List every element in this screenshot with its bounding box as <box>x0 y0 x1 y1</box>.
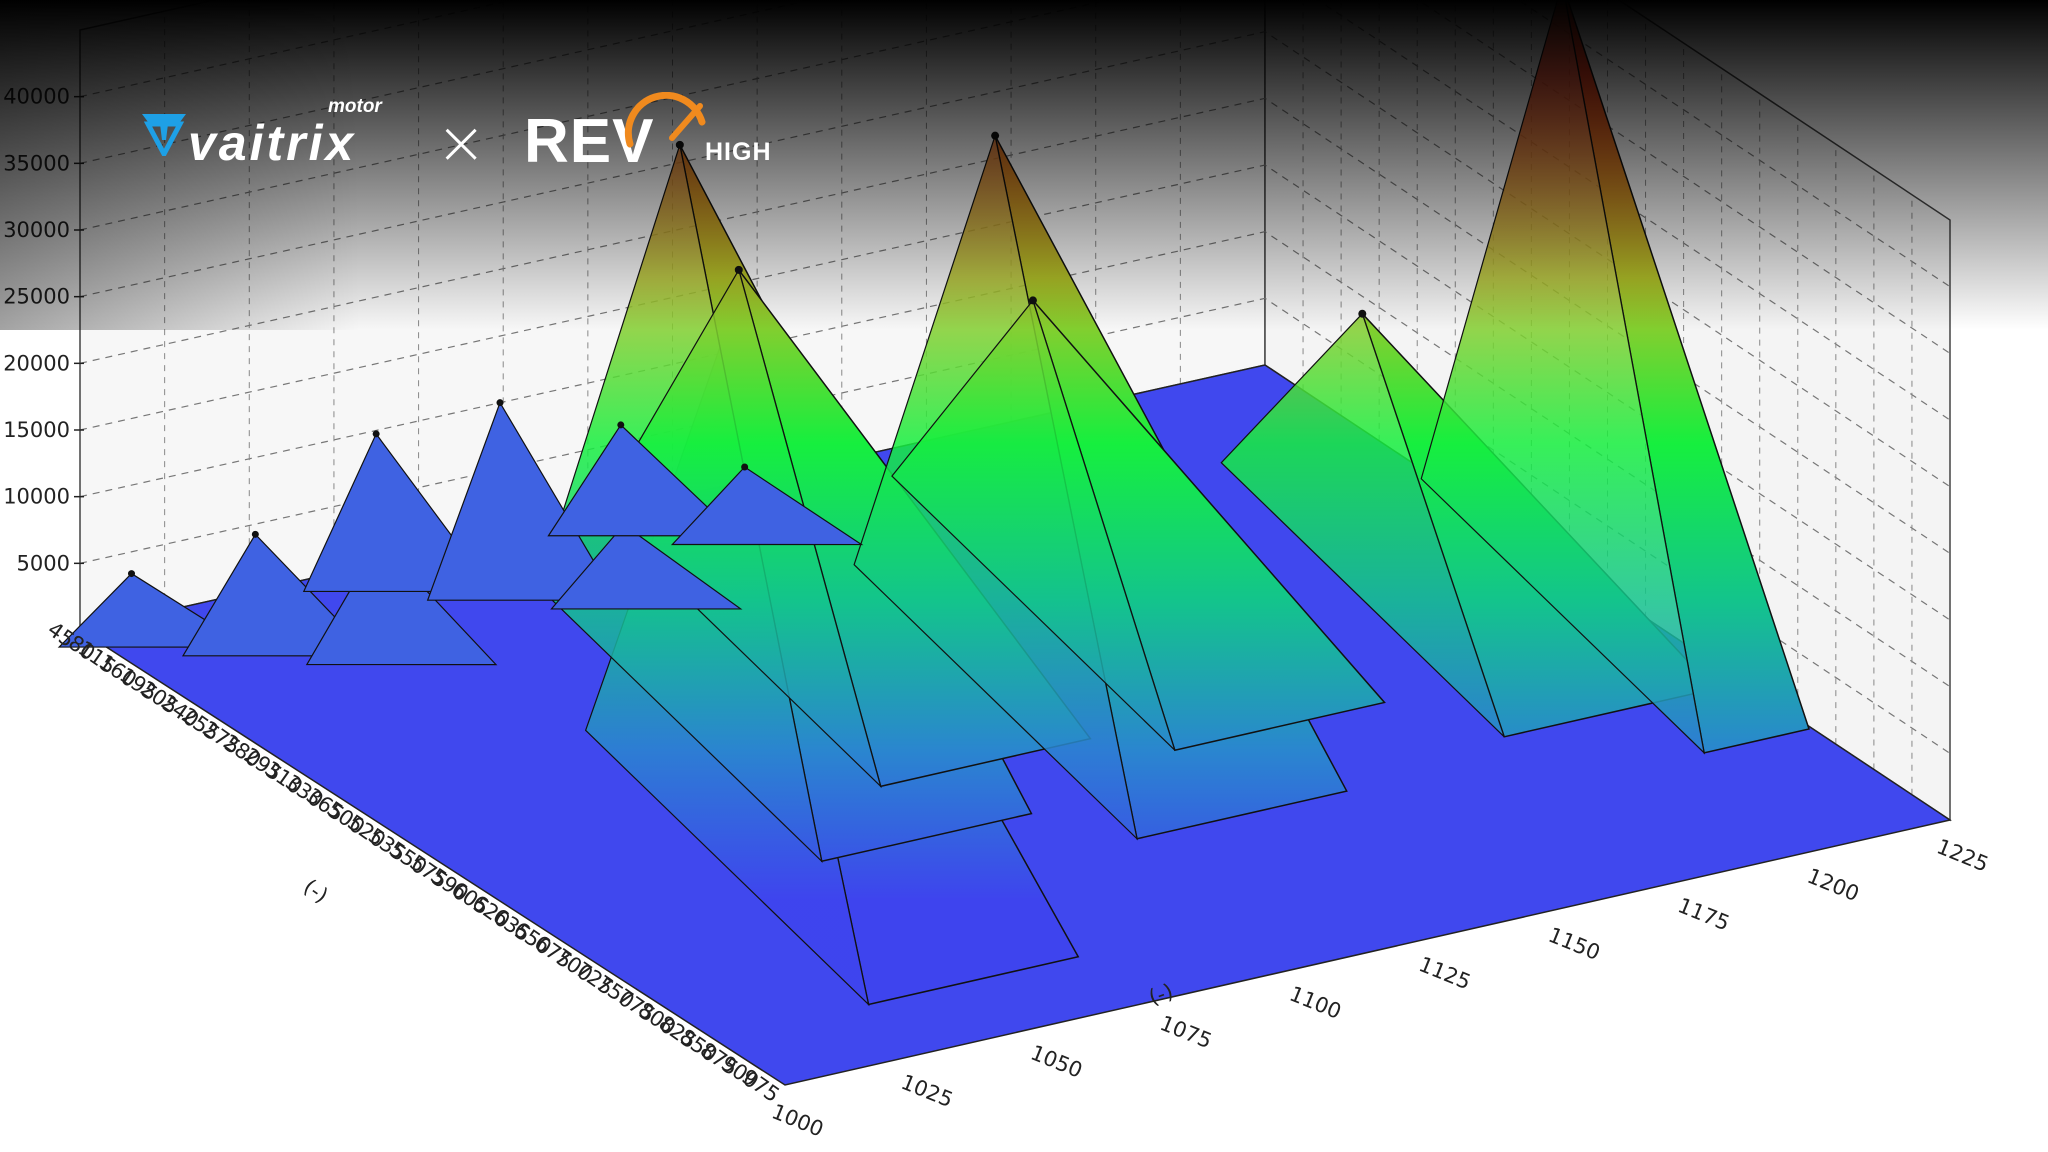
x-tick-label: 1175 <box>1674 893 1733 935</box>
x-tick-label: 1025 <box>898 1070 957 1112</box>
z-tick-label: 20000 <box>3 351 70 375</box>
x-tick-label: 1125 <box>1416 952 1475 994</box>
surface-peak-side <box>891 299 1176 751</box>
surface-vertex <box>372 430 380 438</box>
surface-vertex <box>496 399 504 407</box>
rev-gauge-icon <box>624 92 706 148</box>
x-tick-label: 1000 <box>768 1099 827 1141</box>
surface-ridge <box>426 401 618 601</box>
surface-peak-side <box>1220 312 1505 738</box>
x-tick-label: 1200 <box>1804 864 1863 906</box>
high-logo-text: HIGH <box>705 138 772 166</box>
x-tick-label: 1150 <box>1545 923 1604 965</box>
z-tick-label: 5000 <box>17 551 70 575</box>
vaitrix-v-logo-icon <box>142 114 186 156</box>
collab-separator: × <box>436 108 487 178</box>
surface-vertex <box>251 530 259 538</box>
z-tick-label: 10000 <box>3 485 70 509</box>
surface-ridge <box>550 523 743 610</box>
z-tick-label: 15000 <box>3 418 70 442</box>
surface-vertex <box>128 570 135 578</box>
x-tick-label: 1075 <box>1157 1011 1216 1053</box>
surface-ridge <box>670 466 864 546</box>
surface-vertex <box>617 421 625 429</box>
brand-logos: vaitrix motor × REV HIGH <box>140 92 800 178</box>
x-tick-label: 1225 <box>1933 834 1992 876</box>
surface-ridge <box>181 533 374 657</box>
y-axis-label: (-) <box>299 874 332 907</box>
x-tick-label: 1100 <box>1286 982 1345 1024</box>
surface-ridge <box>305 539 498 666</box>
surface-vertex <box>741 463 749 471</box>
surface-ridge <box>547 424 740 537</box>
left-dark-fade <box>0 0 360 330</box>
motor-logo-text: motor <box>328 96 382 117</box>
vaitrix-logo-text: vaitrix <box>188 115 357 171</box>
x-tick-label: 1050 <box>1027 1040 1086 1082</box>
